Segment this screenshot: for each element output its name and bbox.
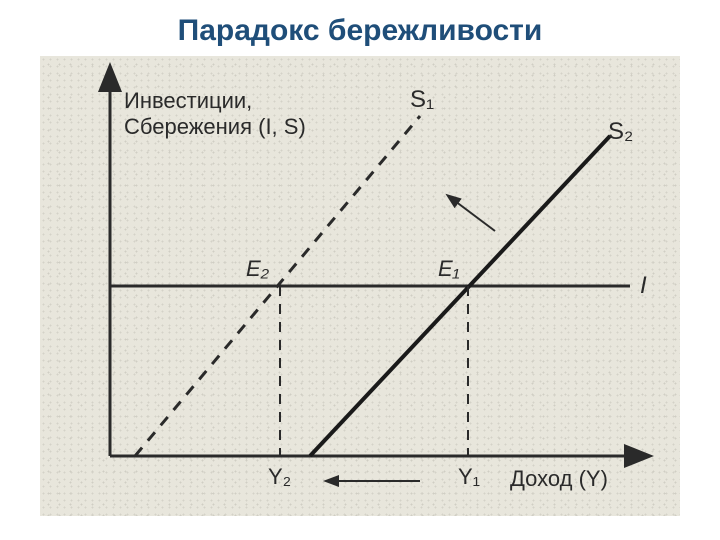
s2-label: S₂ <box>608 118 633 146</box>
diagram-canvas: Инвестиции, Сбережения (I, S) Доход (Y) … <box>40 56 680 516</box>
y-axis-label-line2: Сбережения (I, S) <box>124 114 306 140</box>
s1-label: S₁ <box>410 86 434 114</box>
e2-label: E₂ <box>246 256 269 282</box>
i-label: I <box>640 272 647 300</box>
x-axis-label: Доход (Y) <box>510 466 608 492</box>
y-axis-label-line1: Инвестиции, <box>124 88 252 114</box>
page-title: Парадокс бережливости <box>0 0 720 56</box>
shift-arrow-top <box>455 201 495 231</box>
s2-line <box>310 136 610 456</box>
y2-label: Y₂ <box>268 464 291 490</box>
y1-label: Y₁ <box>458 464 480 490</box>
e1-label: E₁ <box>438 256 460 282</box>
